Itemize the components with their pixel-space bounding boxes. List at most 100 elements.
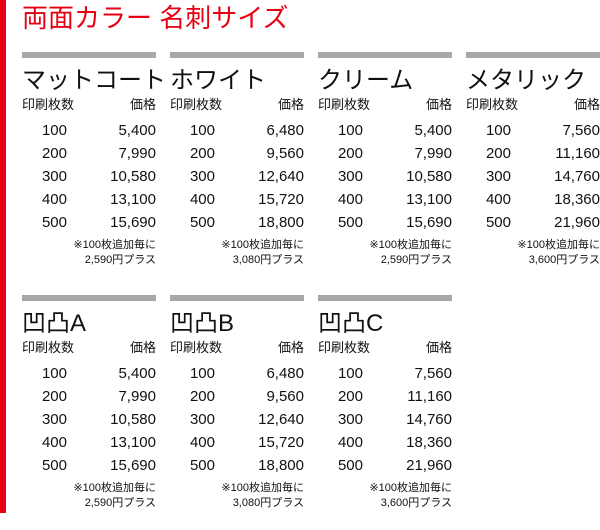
price-cell: 6,480 bbox=[266, 365, 304, 382]
table-row: 300 12,640 bbox=[170, 168, 304, 190]
additional-price-note: ※100枚追加毎に 3,600円プラス bbox=[369, 481, 452, 511]
note-line-1: ※100枚追加毎に bbox=[221, 482, 304, 494]
table-row: 100 5,400 bbox=[22, 365, 156, 387]
note-line-2: 2,590円プラス bbox=[380, 254, 452, 266]
price-cell: 7,990 bbox=[118, 145, 156, 162]
table-row: 400 13,100 bbox=[318, 191, 452, 213]
price-cell: 10,580 bbox=[110, 411, 156, 428]
note-line-2: 2,590円プラス bbox=[84, 254, 156, 266]
price-table-panel: 凹凸C 印刷枚数 価格 100 7,560 200 11,160 300 14,… bbox=[318, 295, 452, 530]
paper-type-title: マットコート bbox=[22, 67, 166, 94]
quantity-cell: 400 bbox=[41, 191, 67, 208]
additional-price-note: ※100枚追加毎に 2,590円プラス bbox=[369, 238, 452, 268]
table-row: 200 7,990 bbox=[318, 145, 452, 167]
quantity-cell: 300 bbox=[41, 168, 67, 185]
quantity-cell: 300 bbox=[337, 168, 363, 185]
paper-type-title: メタリック bbox=[466, 67, 586, 94]
paper-type-title: ホワイト bbox=[170, 67, 266, 94]
note-line-2: 3,600円プラス bbox=[528, 254, 600, 266]
table-row: 200 7,990 bbox=[22, 145, 156, 167]
price-cell: 18,800 bbox=[258, 457, 304, 474]
additional-price-note: ※100枚追加毎に 2,590円プラス bbox=[73, 238, 156, 268]
table-row: 400 15,720 bbox=[170, 191, 304, 213]
price-table-panel: マットコート 印刷枚数 価格 100 5,400 200 7,990 300 1… bbox=[22, 52, 166, 287]
additional-price-note: ※100枚追加毎に 2,590円プラス bbox=[73, 481, 156, 511]
quantity-cell: 100 bbox=[189, 365, 215, 382]
price-cell: 14,760 bbox=[554, 168, 600, 185]
table-row: 300 10,580 bbox=[22, 411, 156, 433]
quantity-header: 印刷枚数 bbox=[318, 340, 371, 355]
divider-bar bbox=[170, 52, 304, 58]
divider-bar bbox=[466, 52, 600, 58]
price-cell: 7,560 bbox=[414, 365, 452, 382]
quantity-cell: 200 bbox=[485, 145, 511, 162]
price-cell: 9,560 bbox=[266, 145, 304, 162]
quantity-header: 印刷枚数 bbox=[170, 340, 223, 355]
table-row: 300 14,760 bbox=[318, 411, 452, 433]
table-row: 400 13,100 bbox=[22, 191, 156, 213]
price-header: 価格 bbox=[573, 97, 600, 112]
table-row: 500 15,690 bbox=[318, 214, 452, 236]
quantity-cell: 100 bbox=[41, 365, 67, 382]
quantity-header: 印刷枚数 bbox=[318, 97, 371, 112]
price-cell: 5,400 bbox=[118, 365, 156, 382]
price-cell: 5,400 bbox=[414, 122, 452, 139]
note-line-1: ※100枚追加毎に bbox=[517, 239, 600, 251]
table-row: 300 10,580 bbox=[318, 168, 452, 190]
table-row: 500 15,690 bbox=[22, 214, 156, 236]
note-line-2: 3,080円プラス bbox=[232, 497, 304, 509]
price-cell: 5,400 bbox=[118, 122, 156, 139]
table-row: 400 13,100 bbox=[22, 434, 156, 456]
table-row: 100 7,560 bbox=[466, 122, 600, 144]
price-header: 価格 bbox=[277, 340, 304, 355]
price-cell: 12,640 bbox=[258, 168, 304, 185]
note-line-1: ※100枚追加毎に bbox=[221, 239, 304, 251]
quantity-cell: 300 bbox=[485, 168, 511, 185]
price-header: 価格 bbox=[129, 97, 156, 112]
price-cell: 15,690 bbox=[110, 214, 156, 231]
paper-type-title: 凹凸C bbox=[318, 310, 384, 337]
quantity-cell: 500 bbox=[337, 214, 363, 231]
quantity-cell: 100 bbox=[189, 122, 215, 139]
price-cell: 18,800 bbox=[258, 214, 304, 231]
price-cell: 13,100 bbox=[406, 191, 452, 208]
price-cell: 15,720 bbox=[258, 191, 304, 208]
quantity-cell: 300 bbox=[337, 411, 363, 428]
price-header: 価格 bbox=[129, 340, 156, 355]
quantity-cell: 500 bbox=[189, 214, 215, 231]
price-cell: 10,580 bbox=[406, 168, 452, 185]
table-row: 300 10,580 bbox=[22, 168, 156, 190]
price-cell: 14,760 bbox=[406, 411, 452, 428]
price-cell: 11,160 bbox=[555, 145, 600, 162]
price-cell: 10,580 bbox=[110, 168, 156, 185]
divider-bar bbox=[318, 52, 452, 58]
table-row: 300 12,640 bbox=[170, 411, 304, 433]
note-line-1: ※100枚追加毎に bbox=[73, 482, 156, 494]
quantity-cell: 300 bbox=[41, 411, 67, 428]
price-cell: 18,360 bbox=[554, 191, 600, 208]
quantity-cell: 300 bbox=[189, 168, 215, 185]
quantity-cell: 500 bbox=[41, 214, 67, 231]
quantity-cell: 200 bbox=[337, 145, 363, 162]
quantity-cell: 200 bbox=[41, 388, 67, 405]
price-table-panel: 凹凸A 印刷枚数 価格 100 5,400 200 7,990 300 10,5… bbox=[22, 295, 156, 530]
price-cell: 15,690 bbox=[110, 457, 156, 474]
note-line-2: 3,600円プラス bbox=[380, 497, 452, 509]
quantity-cell: 500 bbox=[485, 214, 511, 231]
table-row: 100 6,480 bbox=[170, 365, 304, 387]
quantity-cell: 200 bbox=[41, 145, 67, 162]
table-row: 500 21,960 bbox=[466, 214, 600, 236]
divider-bar bbox=[318, 295, 452, 301]
price-cell: 13,100 bbox=[110, 434, 156, 451]
table-row: 400 15,720 bbox=[170, 434, 304, 456]
quantity-cell: 200 bbox=[189, 145, 215, 162]
paper-type-title: 凹凸A bbox=[22, 310, 87, 337]
red-accent-bar bbox=[0, 0, 6, 513]
table-row: 100 5,400 bbox=[318, 122, 452, 144]
quantity-cell: 500 bbox=[189, 457, 215, 474]
price-table-panel: クリーム 印刷枚数 価格 100 5,400 200 7,990 300 10,… bbox=[318, 52, 452, 287]
quantity-cell: 200 bbox=[189, 388, 215, 405]
price-header: 価格 bbox=[425, 340, 452, 355]
table-row: 400 18,360 bbox=[318, 434, 452, 456]
quantity-header: 印刷枚数 bbox=[22, 340, 75, 355]
